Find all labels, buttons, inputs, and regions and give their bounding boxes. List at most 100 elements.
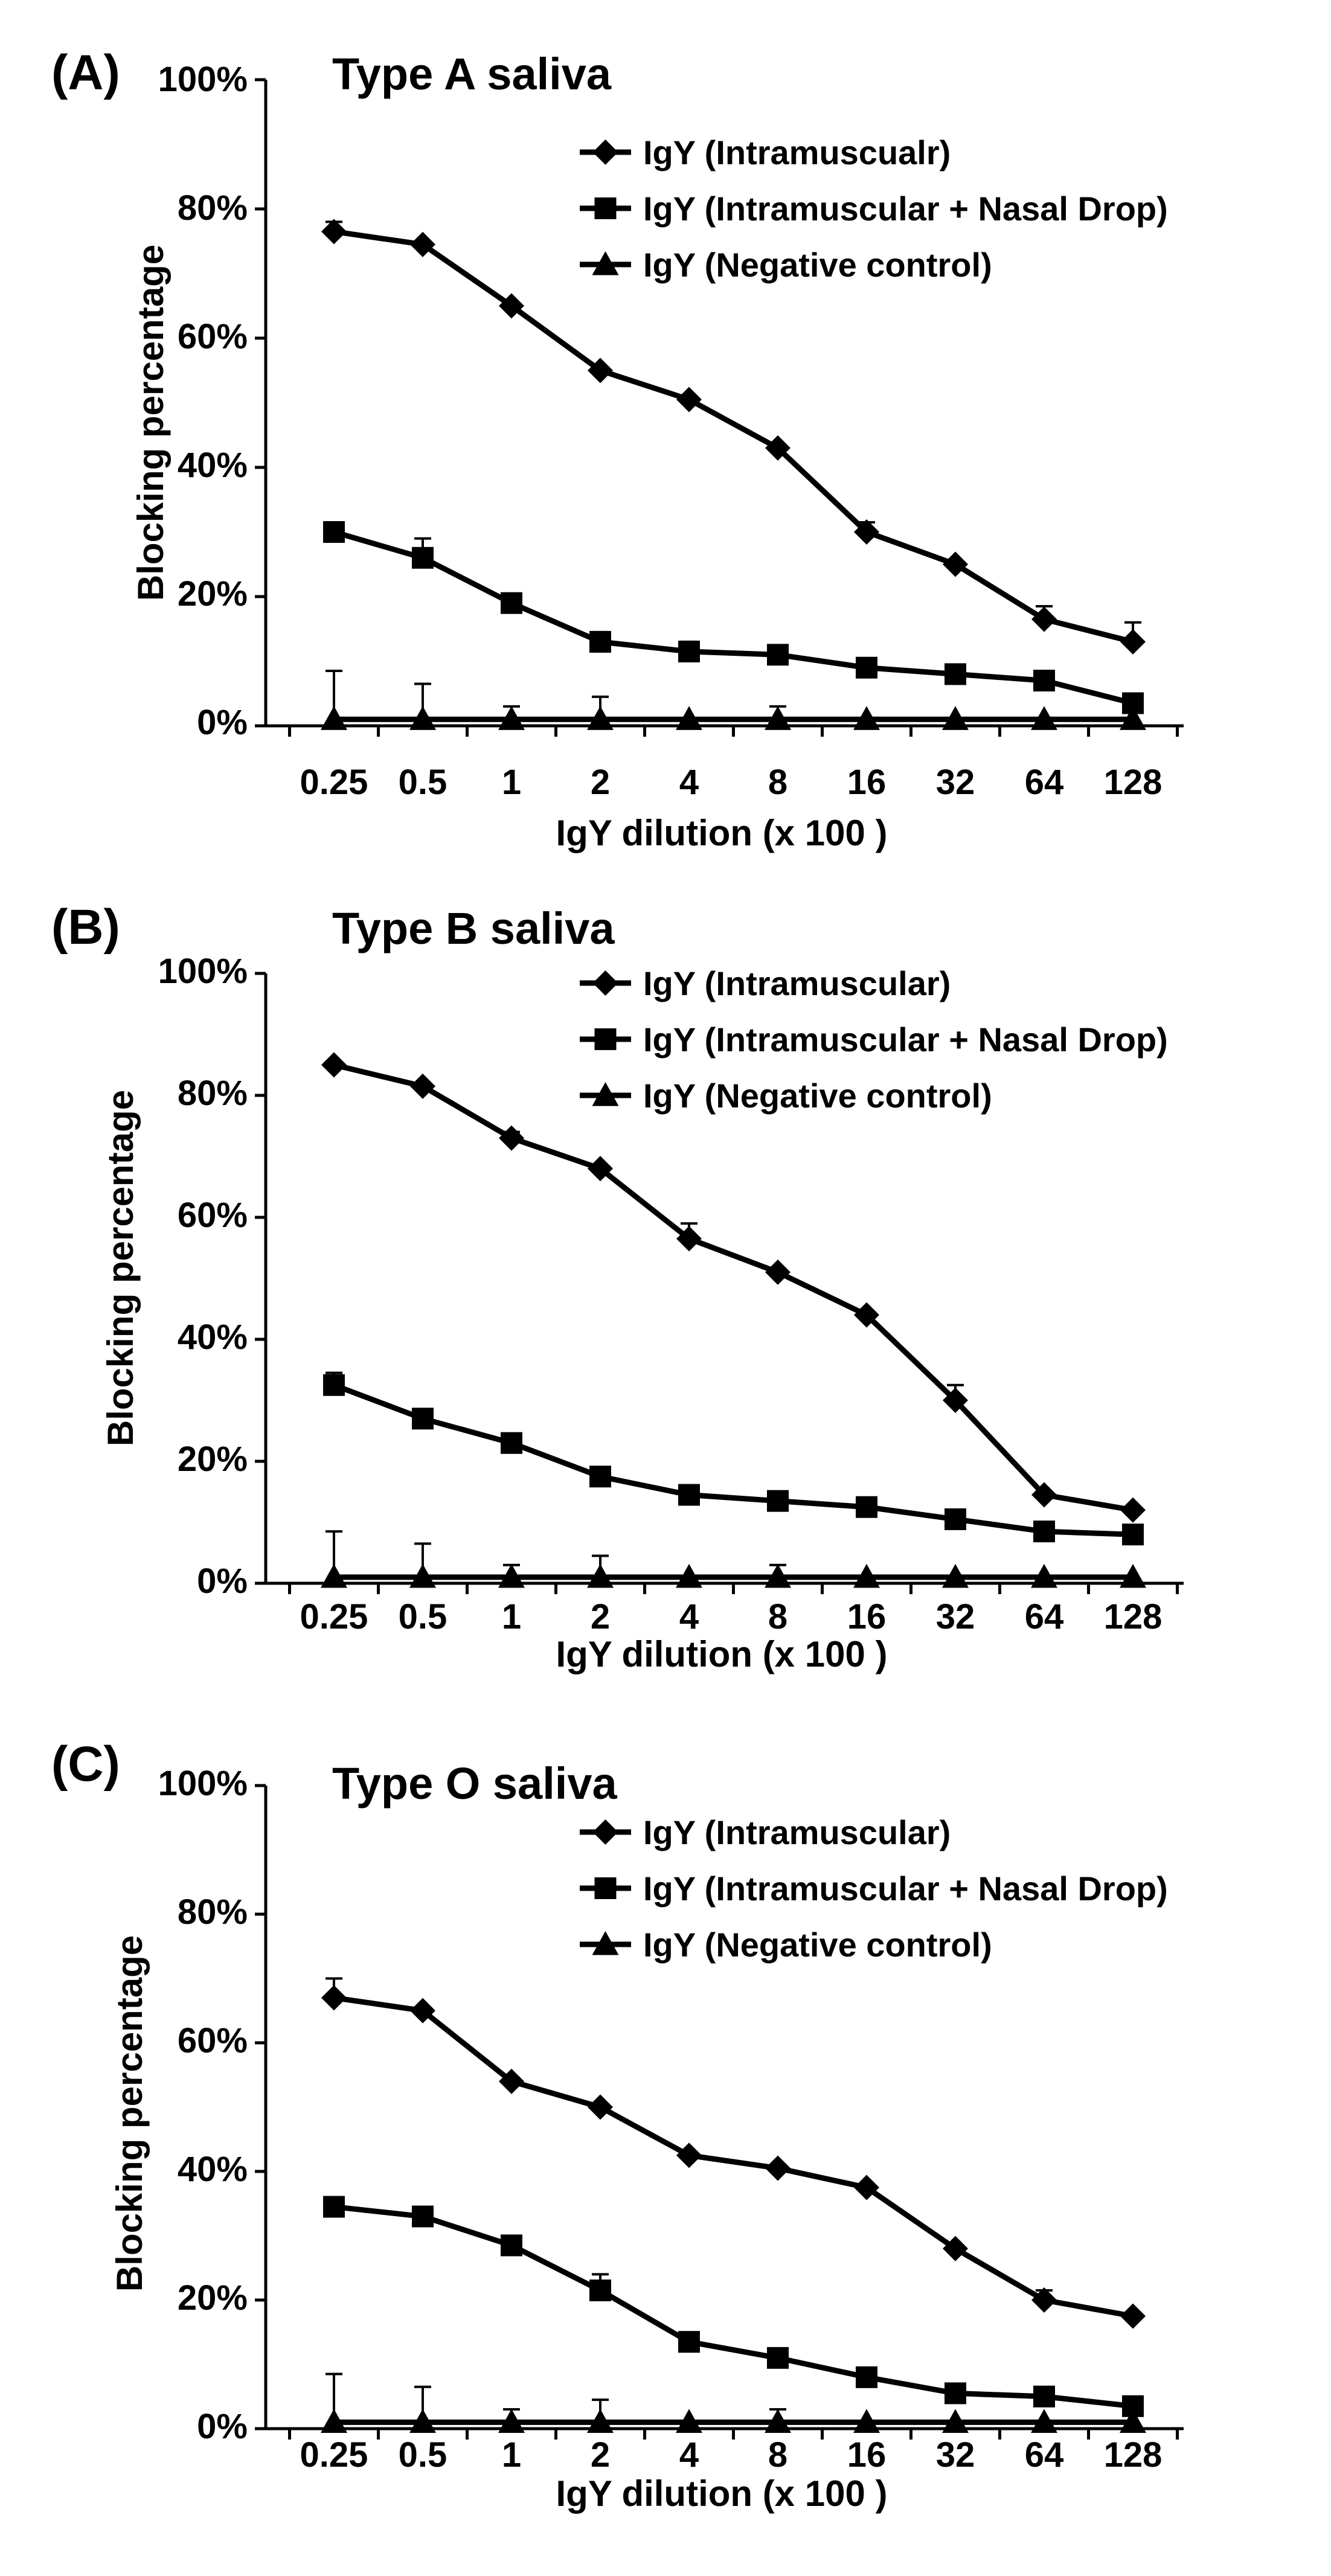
x-tick-label: 128 xyxy=(1104,763,1163,802)
data-point xyxy=(1120,2409,1146,2433)
legend-marker xyxy=(592,1082,619,1106)
data-point xyxy=(587,1563,614,1588)
y-tick-label: 20% xyxy=(178,2278,248,2318)
x-axis-label: IgY dilution (x 100 ) xyxy=(556,2473,888,2514)
legend-label: IgY (Intramuscular + Nasal Drop) xyxy=(643,1870,1168,1908)
data-point xyxy=(856,656,877,679)
x-tick-label: 1 xyxy=(502,2435,521,2475)
data-point xyxy=(412,1408,434,1430)
data-point xyxy=(678,2331,700,2353)
x-tick-label: 16 xyxy=(847,1597,887,1636)
panel-label: (B) xyxy=(51,900,120,955)
x-tick-label: 64 xyxy=(1025,763,1064,802)
data-point xyxy=(942,1563,969,1588)
series-line xyxy=(333,1062,1134,1513)
data-point xyxy=(853,706,880,730)
y-tick-label: 100% xyxy=(158,60,248,99)
data-point xyxy=(767,1490,789,1512)
data-point xyxy=(1033,1520,1055,1543)
data-point xyxy=(678,1484,700,1506)
series-line xyxy=(333,529,1134,706)
chart-title: Type A saliva xyxy=(332,49,612,99)
data-point xyxy=(676,1226,702,1252)
x-tick-label: 4 xyxy=(679,763,699,802)
data-point xyxy=(588,1156,613,1182)
data-point xyxy=(409,1563,436,1588)
data-point xyxy=(321,706,347,730)
data-point xyxy=(765,2155,791,2181)
data-point xyxy=(853,1563,880,1588)
x-tick-label: 32 xyxy=(936,763,975,802)
data-point xyxy=(942,2409,969,2433)
panel-b: (B) Type B saliva Blocking percentage Ig… xyxy=(51,900,1184,1674)
x-tick-label: 1 xyxy=(502,1597,521,1636)
legend-label: IgY (Negative control) xyxy=(643,246,992,284)
x-tick-label: 2 xyxy=(591,763,610,802)
data-point xyxy=(1033,670,1055,692)
data-point xyxy=(587,2409,614,2433)
y-tick-label: 40% xyxy=(178,446,248,485)
data-point xyxy=(856,1496,877,1518)
x-tick-labels: 0.25 0.5 1 2 4 8 16 32 64 128 xyxy=(300,2435,1163,2475)
panel-label: (A) xyxy=(51,45,120,100)
data-point xyxy=(856,2366,877,2388)
series-square xyxy=(323,1877,1144,2417)
legend-label: IgY (Intramuscualr) xyxy=(643,133,951,171)
y-tick-labels: 0% 20% 40% 60% 80% 100% xyxy=(158,952,248,1601)
data-point xyxy=(323,521,345,543)
data-point xyxy=(765,1563,791,1588)
data-point xyxy=(410,1073,435,1099)
series-triangle xyxy=(321,251,1146,730)
data-point xyxy=(854,519,879,545)
legend-marker xyxy=(592,251,619,275)
data-point xyxy=(943,1388,968,1413)
y-tick-label: 40% xyxy=(178,2150,248,2189)
series-line xyxy=(333,2204,1134,2409)
x-tick-label: 0.25 xyxy=(300,1597,368,1636)
series-triangle xyxy=(321,1082,1146,1588)
legend-label: IgY (Intramuscular) xyxy=(643,964,951,1002)
y-tick-label: 80% xyxy=(178,1074,248,1113)
legend-marker xyxy=(592,139,618,165)
series-diamond xyxy=(321,1819,1146,2329)
data-point xyxy=(1120,1563,1146,1588)
data-point xyxy=(499,2068,524,2094)
y-tick-label: 100% xyxy=(158,952,248,991)
series-diamond xyxy=(321,970,1146,1523)
data-point xyxy=(943,551,968,577)
data-point xyxy=(854,2174,879,2200)
legend-label: IgY (Intramuscular) xyxy=(643,1813,951,1851)
legend-marker xyxy=(594,1877,617,1899)
legend-label: IgY (Intramuscular + Nasal Drop) xyxy=(643,190,1168,228)
data-point xyxy=(676,1563,702,1588)
data-point xyxy=(499,293,524,319)
data-point xyxy=(321,1563,347,1588)
data-point xyxy=(945,1508,966,1530)
data-point xyxy=(589,630,611,653)
data-point xyxy=(767,644,789,666)
y-tick-label: 0% xyxy=(197,2407,248,2446)
legend: IgY (Intramuscular) IgY (Intramuscular +… xyxy=(643,964,1168,1115)
y-tick-label: 0% xyxy=(197,703,248,742)
y-tick-label: 100% xyxy=(158,1764,248,1803)
data-point xyxy=(412,2205,434,2228)
data-point xyxy=(676,706,702,730)
x-tick-label: 4 xyxy=(679,2435,699,2475)
x-tick-label: 0.5 xyxy=(399,2435,447,2475)
y-tick-label: 20% xyxy=(178,574,248,614)
x-tick-label: 32 xyxy=(936,1597,975,1636)
data-point xyxy=(765,1259,791,1285)
chart-title: Type B saliva xyxy=(332,903,615,953)
x-axis-label: IgY dilution (x 100 ) xyxy=(556,1634,888,1674)
x-tick-label: 0.25 xyxy=(300,2435,368,2475)
chart-title: Type O saliva xyxy=(332,1758,617,1809)
data-point xyxy=(588,2094,613,2120)
y-tick-label: 60% xyxy=(178,317,248,356)
series-line xyxy=(333,1382,1134,1537)
x-tick-label: 32 xyxy=(936,2435,975,2475)
data-point xyxy=(323,1374,345,1396)
data-point xyxy=(1122,1523,1144,1546)
data-point xyxy=(498,2409,525,2433)
data-point xyxy=(1031,2409,1057,2433)
panel-c: (C) Type O saliva Blocking percentage Ig… xyxy=(51,1737,1184,2514)
